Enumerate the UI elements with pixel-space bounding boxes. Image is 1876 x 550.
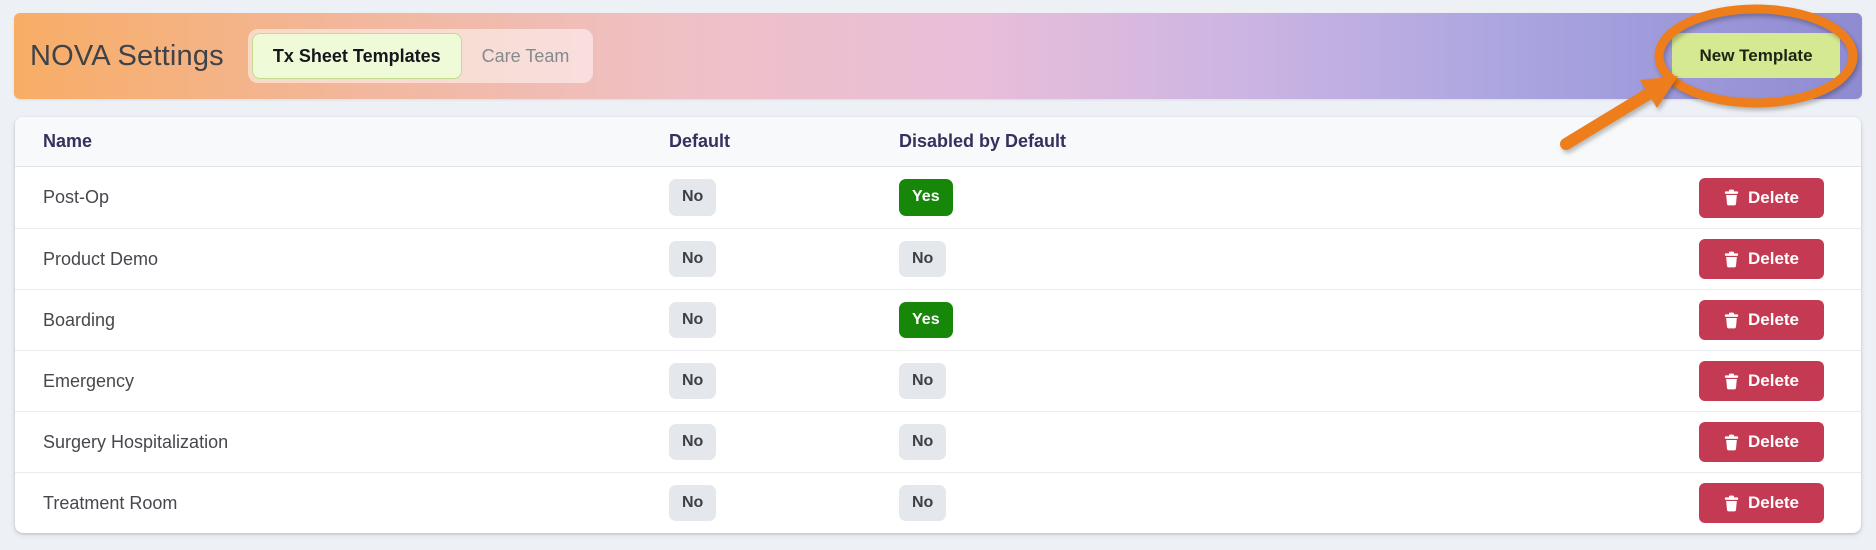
delete-button-label: Delete [1747, 310, 1800, 329]
table-row: Product Demo No No Delete [15, 228, 1861, 289]
template-name: Emergency [43, 370, 135, 391]
column-header-default: Default [669, 131, 731, 151]
disabled-badge: Yes [899, 179, 953, 216]
settings-header: NOVA Settings Tx Sheet Templates Care Te… [14, 13, 1862, 99]
delete-button-label: Delete [1747, 249, 1800, 268]
disabled-badge: No [899, 240, 947, 278]
table-row: Boarding No Yes Delete [15, 289, 1861, 350]
table-header-row: Name Default Disabled by Default [15, 117, 1861, 167]
template-name: Surgery Hospitalization [43, 431, 229, 452]
default-badge: No [669, 484, 717, 522]
table-row: Surgery Hospitalization No No Delete [15, 411, 1861, 472]
disabled-badge: Yes [899, 301, 953, 339]
template-name: Boarding [43, 309, 116, 330]
templates-table: Name Default Disabled by Default Post-Op… [15, 117, 1861, 533]
trash-icon [1724, 495, 1739, 511]
tab-tx-sheet-templates[interactable]: Tx Sheet Templates [251, 33, 462, 79]
tab-group: Tx Sheet Templates Care Team [247, 29, 594, 83]
delete-button-label: Delete [1747, 432, 1800, 451]
column-header-disabled-by-default: Disabled by Default [899, 131, 1067, 151]
template-name: Product Demo [43, 248, 159, 269]
delete-button-label: Delete [1747, 493, 1800, 512]
default-badge: No [669, 179, 717, 216]
default-badge: No [669, 240, 717, 278]
disabled-badge: No [899, 423, 947, 461]
trash-icon [1724, 189, 1739, 206]
tab-tx-sheet-templates-label: Tx Sheet Templates [272, 45, 441, 66]
table-row: Emergency No No Delete [15, 350, 1861, 411]
template-name: Treatment Room [43, 492, 178, 513]
delete-button-label: Delete [1747, 371, 1800, 390]
trash-icon [1724, 251, 1739, 267]
trash-icon [1724, 434, 1739, 450]
tab-care-team-label: Care Team [481, 45, 570, 66]
delete-button-label: Delete [1747, 187, 1800, 207]
trash-icon [1724, 373, 1739, 389]
delete-button[interactable]: Delete [1699, 177, 1824, 218]
default-badge: No [669, 423, 717, 461]
delete-button[interactable]: Delete [1699, 300, 1824, 340]
disabled-badge: No [899, 484, 947, 522]
delete-button[interactable]: Delete [1699, 239, 1824, 279]
delete-button[interactable]: Delete [1699, 361, 1824, 401]
page-title: NOVA Settings [30, 39, 224, 72]
trash-icon [1724, 312, 1739, 328]
table-row: Post-Op No Yes Delete [15, 167, 1861, 228]
tab-care-team[interactable]: Care Team [462, 33, 590, 79]
delete-button[interactable]: Delete [1699, 483, 1824, 523]
column-header-name: Name [43, 131, 93, 151]
default-badge: No [669, 362, 717, 400]
new-template-button[interactable]: New Template [1672, 33, 1840, 78]
disabled-badge: No [899, 362, 947, 400]
template-name: Post-Op [43, 187, 110, 207]
default-badge: No [669, 301, 717, 339]
delete-button[interactable]: Delete [1699, 422, 1824, 462]
table-row: Treatment Room No No Delete [15, 472, 1861, 533]
